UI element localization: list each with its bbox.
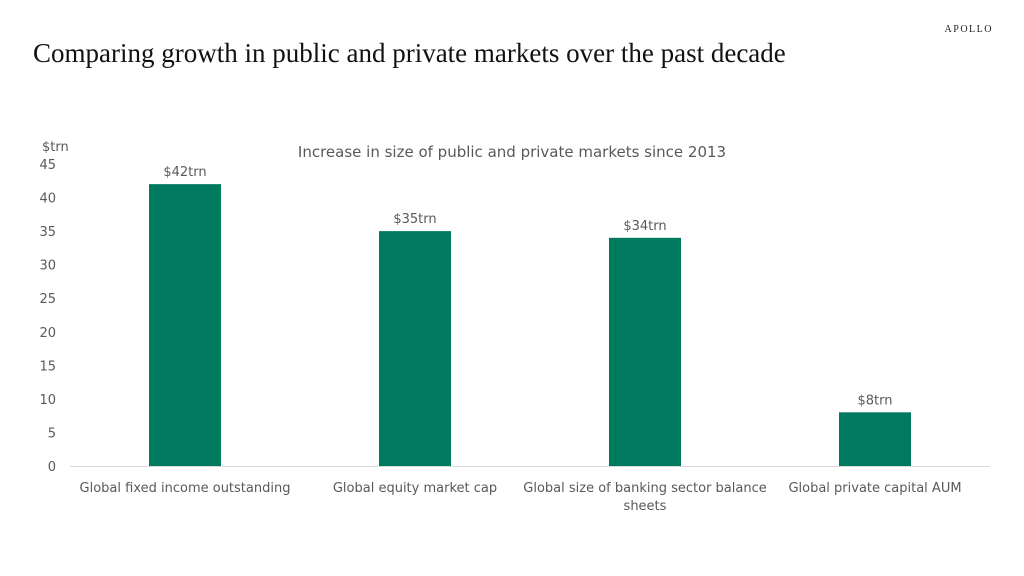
x-tick-label: Global equity market cap xyxy=(333,481,497,496)
x-tick-label: Global size of banking sector balance she… xyxy=(523,481,766,514)
data-label: $42trn xyxy=(163,165,206,180)
x-tick-label: Global fixed income outstanding xyxy=(80,481,291,496)
page-title: Comparing growth in public and private m… xyxy=(33,38,786,68)
y-tick-label: 10 xyxy=(39,393,56,408)
y-tick-label: 20 xyxy=(39,326,56,341)
x-tick-label: Global private capital AUM xyxy=(788,481,961,496)
bar xyxy=(839,412,911,466)
y-tick-label: 40 xyxy=(39,192,56,207)
data-label: $8trn xyxy=(858,393,893,408)
apollo-logo: APOLLO xyxy=(944,24,993,35)
y-tick-label: 0 xyxy=(48,460,56,475)
y-tick-label: 45 xyxy=(39,158,56,173)
bar xyxy=(379,231,451,466)
data-label: $35trn xyxy=(393,212,436,227)
y-tick-label: 30 xyxy=(39,259,56,274)
bar xyxy=(609,237,681,466)
y-tick-label: 25 xyxy=(39,292,56,307)
y-tick-label: 5 xyxy=(48,426,56,441)
chart-title: Increase in size of public and private m… xyxy=(298,143,726,161)
data-label: $34trn xyxy=(623,219,666,234)
y-tick-label: 15 xyxy=(39,359,56,374)
y-axis-label: $trn xyxy=(42,140,69,155)
bar xyxy=(149,184,221,466)
y-tick-label: 35 xyxy=(39,225,56,240)
